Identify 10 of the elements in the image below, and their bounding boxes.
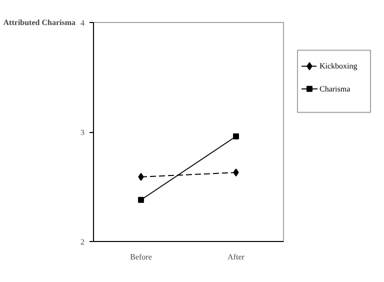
y-tick-label: 3 (80, 128, 84, 137)
legend-label: Charisma (320, 84, 351, 94)
y-tick-label: 2 (80, 238, 84, 246)
y-tick-label: 4 (80, 18, 84, 28)
x-tick-label: Before (130, 252, 152, 262)
point (138, 196, 144, 203)
point (233, 133, 239, 140)
y-axis-title: Attributed Charisma (3, 18, 76, 27)
x-tick-label: After (228, 252, 245, 262)
legend-label: Kickboxing (320, 62, 358, 71)
